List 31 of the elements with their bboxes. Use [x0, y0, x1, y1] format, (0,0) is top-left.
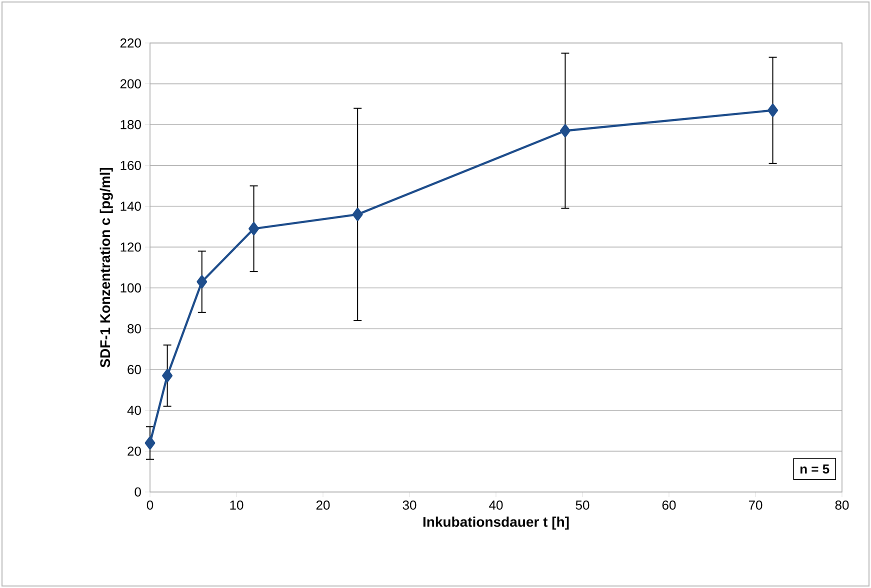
point	[560, 124, 570, 138]
x-tick-label: 40	[489, 500, 503, 510]
point	[196, 275, 208, 288]
y-tick-label: 200	[120, 79, 141, 88]
y-tick-label: 40	[127, 406, 141, 415]
y-tick-label: 20	[128, 446, 141, 456]
x-tick-label: 50	[576, 500, 590, 510]
annotation: n = 5	[800, 464, 830, 474]
y-tick-label: 60	[128, 364, 141, 374]
y-tick-label: 0	[134, 487, 141, 497]
y-tick-label: 220	[120, 38, 141, 48]
x-tick-label: 70	[748, 500, 762, 510]
point	[162, 369, 173, 382]
point	[144, 436, 156, 450]
y-tick-label: 140	[120, 202, 141, 211]
y-tick-label: 180	[120, 120, 141, 130]
y-tick-label: 120	[120, 242, 141, 252]
x-tick-label: 0	[146, 500, 154, 510]
x-tick-label: 20	[316, 500, 330, 510]
x-tick-label: 60	[662, 500, 676, 510]
point	[768, 104, 778, 117]
y-tick-label: 160	[120, 160, 141, 170]
point	[248, 222, 260, 236]
y-tick-label: 80	[128, 324, 141, 334]
x-tick-label: 10	[230, 500, 244, 510]
point	[352, 208, 363, 222]
x-tick-label: 80	[835, 500, 849, 510]
y-tick-label: 100	[120, 283, 141, 292]
x-axis-title: Inkubationsdauer t [h]	[423, 516, 569, 530]
x-tick-label: 30	[402, 500, 416, 510]
y-axis-title: SDF-1 Konzentration c [pg/ml]	[100, 168, 113, 368]
